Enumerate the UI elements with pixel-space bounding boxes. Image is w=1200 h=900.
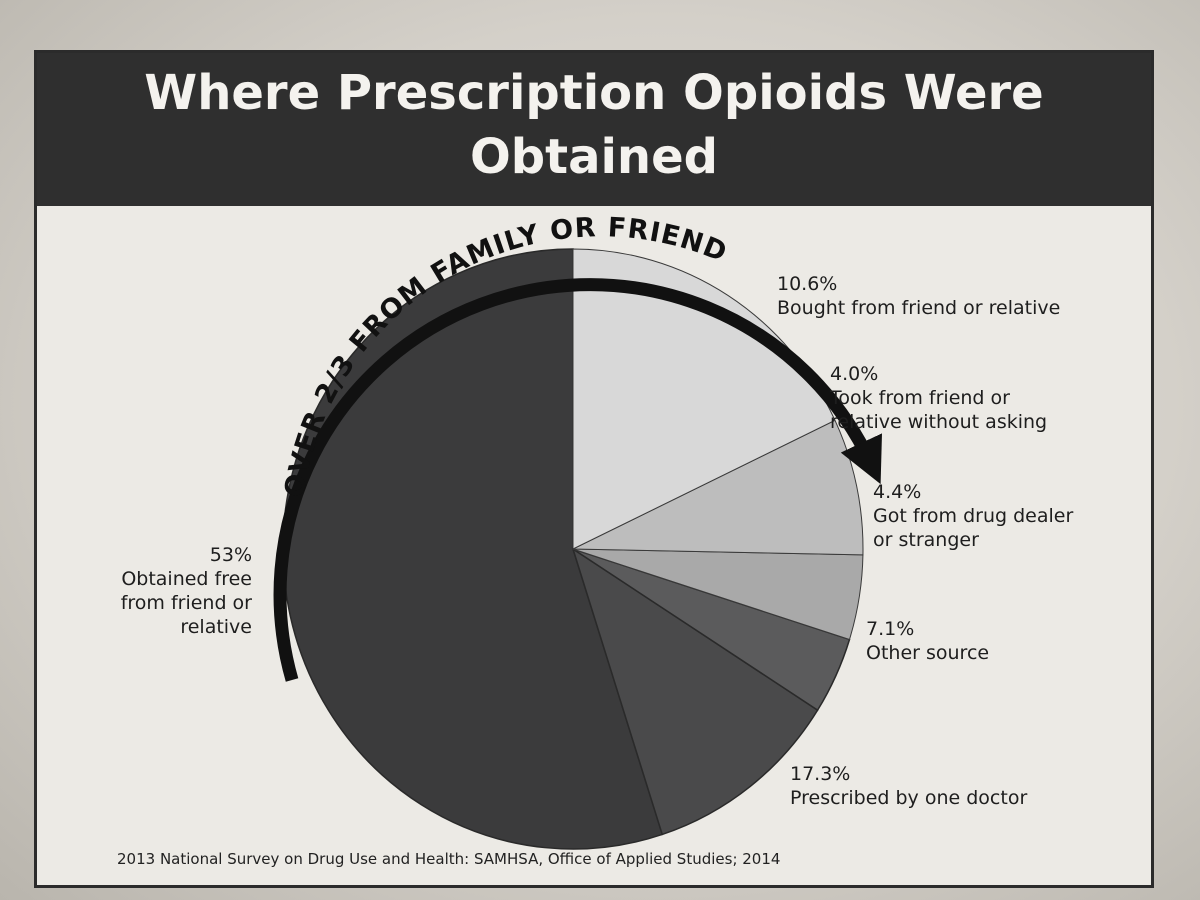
chart-title-line-1: Where Prescription Opioids Were — [144, 65, 1044, 121]
pie-slice-5 — [572, 419, 864, 556]
slice-label-3: 4.0% Took from friend or relative without … — [829, 363, 1047, 433]
source-note: 2013 National Survey on Drug Use and Hea… — [117, 850, 781, 868]
pie-chart: OVER 2/3 FROM FAMILY OR FRIEND 53% Obtain… — [121, 212, 1074, 850]
slice-percent-5: 7.1% — [866, 618, 914, 640]
chart-title: Where Prescription Opioids Were Obtained — [37, 61, 1151, 189]
slice-percent-2: 10.6% — [777, 273, 837, 295]
slice-label-6: 17.3% Prescribed by one doctor — [790, 763, 1027, 809]
slice-label-1: 53% Obtained free from friend or relative — [121, 544, 252, 638]
slice-label-line: from friend or — [121, 592, 252, 614]
slice-label-line: relative without asking — [830, 411, 1047, 433]
slice-label-2: 10.6% Bought from friend or relative — [777, 273, 1060, 319]
slice-label-line: Got from drug dealer — [873, 505, 1073, 527]
title-bar — [37, 53, 1151, 206]
slice-label-line: Other source — [866, 642, 989, 664]
slice-percent-6: 17.3% — [790, 763, 850, 785]
slice-label-line: or stranger — [873, 529, 979, 551]
pie-slice-2 — [571, 547, 819, 836]
pie-slice-1 — [282, 248, 664, 850]
slice-label-line: Bought from friend or relative — [777, 297, 1060, 319]
slice-percent-1: 53% — [210, 544, 252, 566]
slice-label-4: 4.4% Got from drug dealer or stranger — [873, 481, 1073, 551]
slice-label-line: relative — [180, 616, 252, 638]
slice-labels: 53% Obtained free from friend or relative 10… — [121, 273, 1074, 809]
slice-label-line: Prescribed by one doctor — [790, 787, 1027, 809]
slice-label-line: Obtained free — [121, 568, 252, 590]
slide: Where Prescription Opioids Were Obtained… — [34, 50, 1154, 888]
callout-arc-arrow — [273, 278, 882, 682]
chart-title-line-2: Obtained — [469, 129, 719, 185]
slice-percent-3: 4.0% — [830, 363, 878, 385]
slice-label-5: 7.1% Other source — [866, 618, 989, 664]
slice-percent-4: 4.4% — [873, 481, 921, 503]
slice-label-line: Took from friend or — [829, 387, 1010, 409]
pie-slices — [282, 248, 864, 850]
